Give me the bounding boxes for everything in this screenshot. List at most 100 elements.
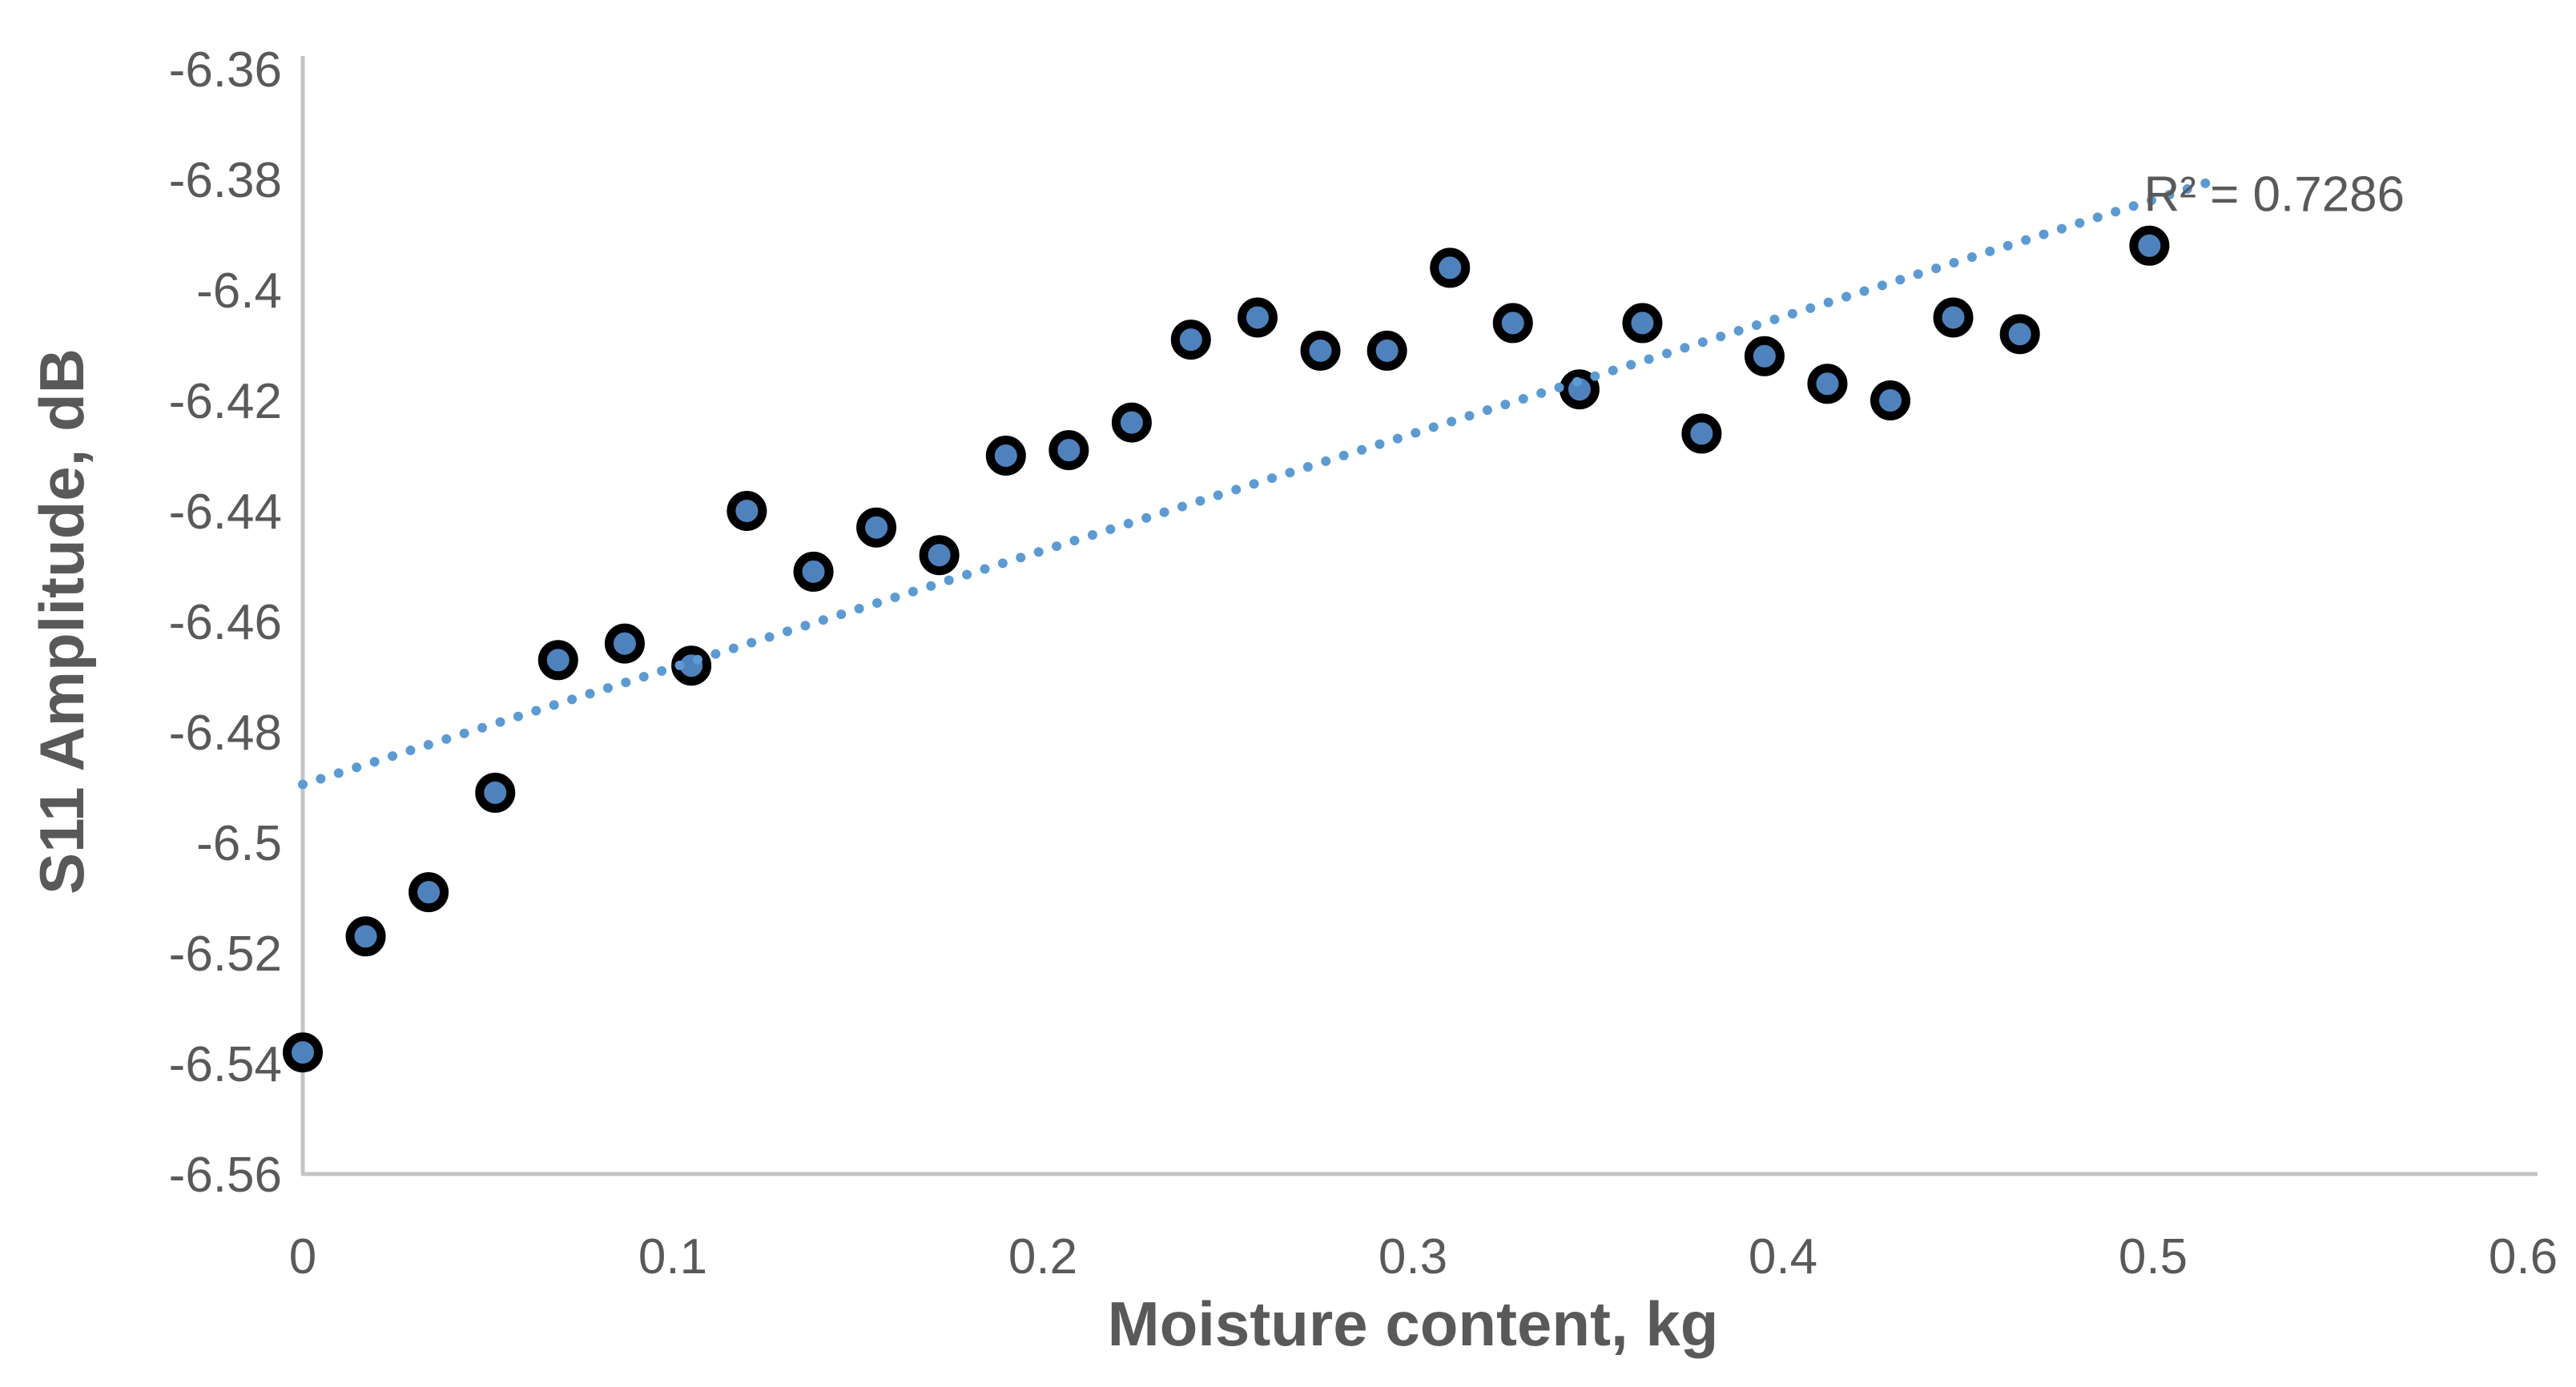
scatter-point [985, 436, 1026, 476]
scatter-point [604, 623, 645, 664]
trendline-dot [2092, 212, 2103, 223]
trendline-dot [1195, 496, 1205, 506]
trendline-dot [531, 706, 541, 716]
x-tick-label: 0.3 [1379, 1229, 1447, 1284]
trendline-dot [1572, 376, 1582, 387]
trendline-dot [1733, 326, 1744, 336]
scatter-point [1622, 303, 1663, 344]
y-tick-label: -6.38 [169, 153, 282, 208]
trendline-dot [1661, 348, 1672, 359]
trendline-dot [1644, 354, 1654, 364]
trendline-dot [1338, 450, 1349, 460]
x-tick-label: 0 [289, 1229, 316, 1284]
trendline-dot [1949, 258, 1959, 268]
trendline-dot [1087, 529, 1097, 540]
trendline-dot [1805, 303, 1816, 313]
trendline-dot [549, 700, 559, 710]
trendline-dot [836, 609, 847, 620]
scatter-point [1559, 369, 1600, 410]
trendline-dot [1033, 547, 1044, 557]
trendline-dot [1590, 371, 1600, 381]
trendline-dot [1159, 507, 1169, 517]
trendline-dot [1357, 444, 1367, 455]
trendline-dot [1931, 263, 1942, 274]
trendline-dot [567, 694, 578, 705]
trendline-dot [2128, 201, 2139, 211]
trendline-dot [1985, 246, 1995, 256]
trendline-dot [962, 569, 972, 580]
scatter-point [1430, 247, 1471, 288]
trendline-dot [423, 739, 433, 750]
scatter-point [1111, 402, 1152, 443]
trendline-dot [1536, 388, 1547, 398]
y-tick-label: -6.44 [169, 484, 282, 540]
trendline-dot [1482, 405, 1492, 416]
trendline-dot [872, 597, 883, 608]
scatter-point [1170, 320, 1211, 360]
trendline-dot [997, 558, 1008, 569]
trendline-dot [980, 564, 990, 574]
trendline-dot [1447, 416, 1457, 427]
trendline-dot [621, 677, 631, 688]
trendline-dot [2039, 229, 2049, 239]
trendline-dot [1823, 297, 1833, 308]
trendline-dot [1123, 518, 1133, 529]
trendline-dot [2146, 195, 2156, 206]
trendline-dot [944, 575, 954, 585]
trendline-dot [1231, 484, 1242, 495]
trendline-dot [1141, 513, 1152, 523]
scatter-point [1681, 413, 1722, 454]
scatter-point [537, 640, 578, 681]
trendline-dot [602, 683, 613, 694]
x-tick-label: 0.6 [2489, 1229, 2558, 1284]
trendline-dot [638, 672, 649, 682]
trendline-dot [1697, 337, 1708, 348]
y-tick-label: -6.52 [169, 927, 282, 982]
y-axis-title: S11 Amplitude, dB [26, 348, 97, 895]
trendline-dot [1267, 473, 1278, 484]
trendline-dot [513, 711, 523, 722]
x-tick-label: 0.4 [1749, 1229, 1817, 1284]
trendline-dot [2056, 223, 2067, 234]
scatter-point [409, 872, 449, 913]
trendline-dot [1680, 343, 1690, 353]
scatter-point [1366, 330, 1407, 371]
trendline-dot [1608, 365, 1618, 376]
trendline-dot [1841, 291, 1852, 302]
trendline-dot [1769, 314, 1780, 324]
trendline-dot [1016, 553, 1026, 563]
x-axis-title: Moisture content, kg [1108, 1289, 1719, 1359]
trendline-dot [674, 660, 685, 670]
trendline-dot [854, 604, 864, 614]
trendline-dot [459, 728, 469, 738]
scatter-point [283, 1032, 323, 1073]
trendline-dot [2021, 235, 2031, 245]
trendline-dot [388, 751, 398, 762]
scatter-point [1999, 314, 2040, 355]
trendline-dot [1626, 360, 1636, 370]
x-tick-label: 0.2 [1008, 1229, 1077, 1284]
trendline-dot [1518, 394, 1528, 404]
scatter-point [1870, 380, 1910, 420]
trendline-dot [1249, 479, 1259, 489]
y-tick-label: -6.5 [196, 816, 282, 871]
scatter-point [793, 551, 834, 592]
trendline-dot [1752, 320, 1762, 330]
trendline-dot [1877, 280, 1887, 291]
trendline-dot [1105, 524, 1116, 534]
trendline-dot [908, 586, 918, 597]
trendline-dot [369, 757, 380, 767]
x-tick-label: 0.5 [2119, 1229, 2188, 1284]
trendline-dot [2200, 178, 2211, 188]
scatter-point [2129, 225, 2170, 266]
trendline-dot [1392, 433, 1403, 444]
scatter-point [1049, 430, 1089, 471]
trendline-dot [2111, 207, 2121, 217]
x-tick-label: 0.1 [638, 1229, 707, 1284]
trendline-dot [441, 734, 452, 744]
trendline-dot [1716, 332, 1726, 342]
trendline-dot [1913, 269, 1923, 279]
scatter-point [345, 916, 386, 957]
